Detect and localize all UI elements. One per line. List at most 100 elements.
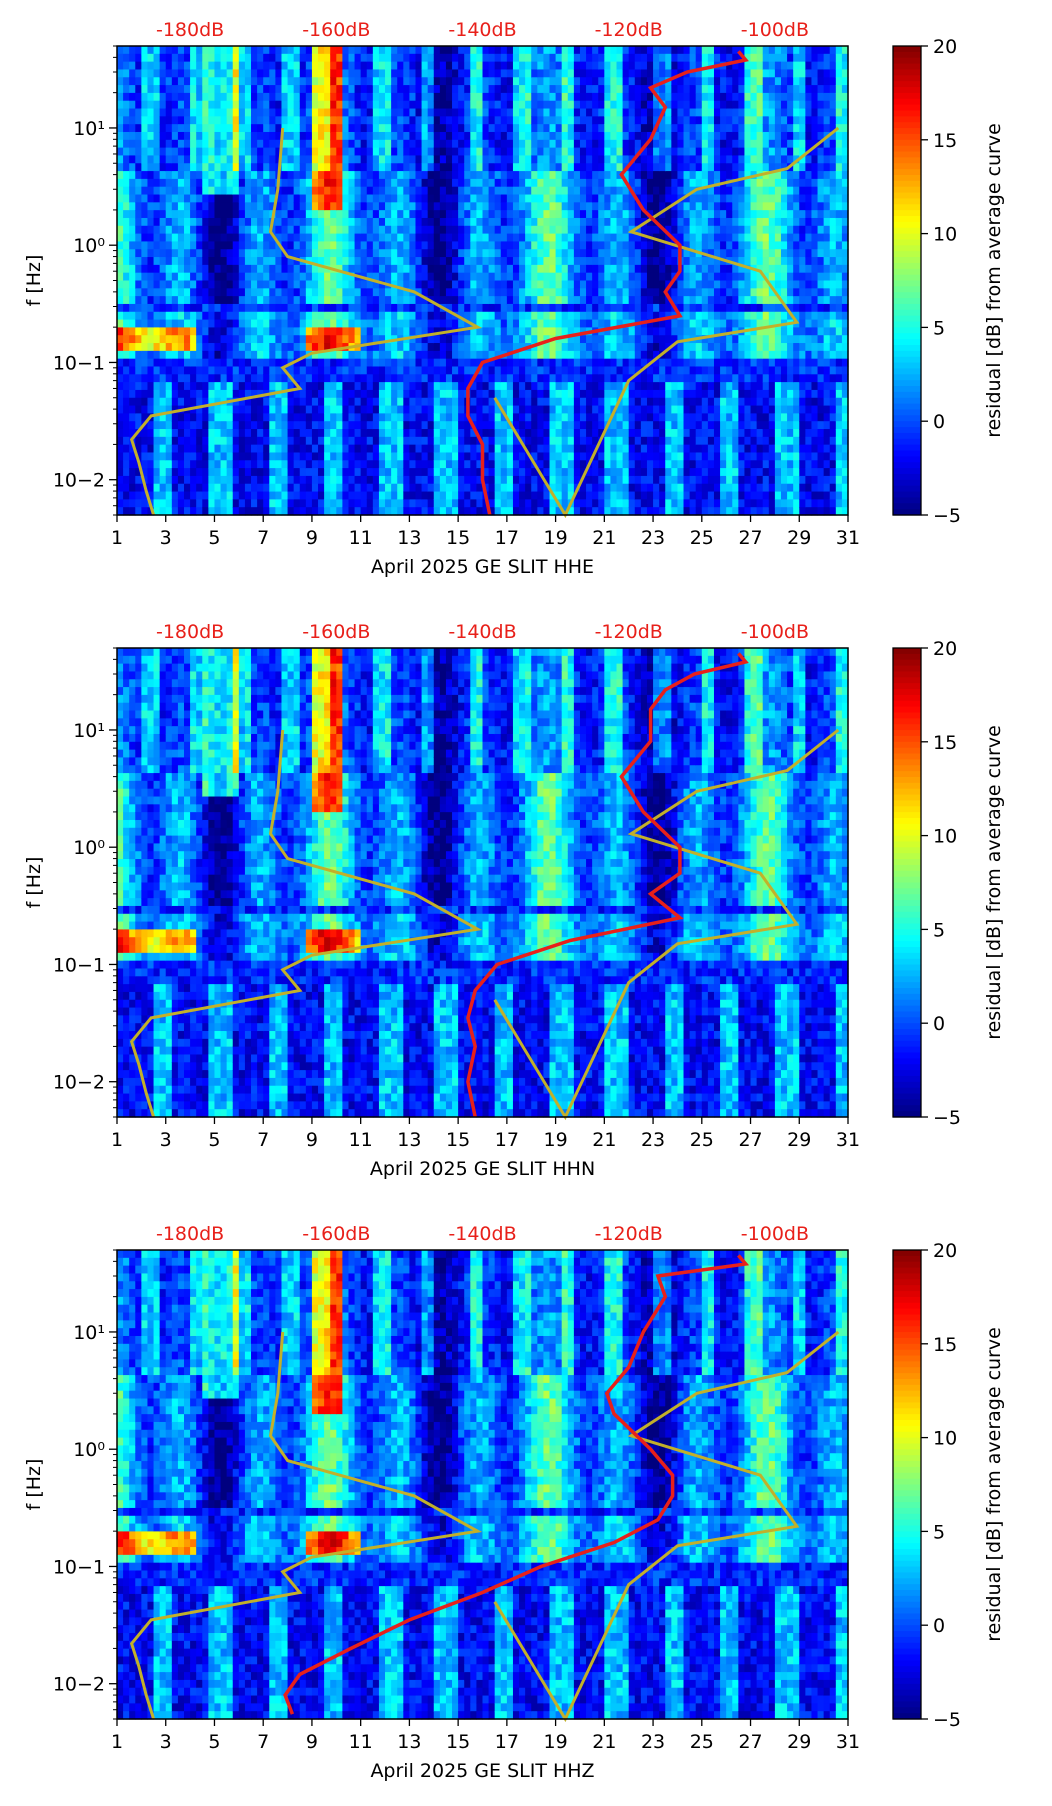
heatmap-cell [165, 350, 173, 360]
heatmap-cell [610, 483, 618, 493]
heatmap-cell [610, 397, 618, 407]
heatmap-cell [567, 397, 575, 407]
heatmap-cell [616, 436, 624, 446]
heatmap-cell [500, 147, 508, 157]
heatmap-cell [555, 264, 563, 274]
heatmap-cell [171, 343, 179, 352]
heatmap-cell [391, 452, 398, 461]
heatmap-cell [263, 69, 270, 78]
heatmap-cell [567, 444, 575, 454]
heatmap-cell [342, 69, 350, 78]
heatmap-cell [622, 124, 630, 133]
heatmap-cell [482, 374, 490, 383]
heatmap-cell [251, 108, 258, 117]
heatmap-cell [184, 327, 191, 336]
heatmap-cell [439, 296, 447, 305]
heatmap-cell [263, 288, 270, 297]
heatmap-cell [281, 483, 289, 493]
heatmap-cell [445, 100, 453, 110]
heatmap-cell [519, 389, 526, 399]
heatmap-cell [177, 217, 185, 227]
heatmap-cell [153, 69, 161, 78]
heatmap-cell [506, 436, 514, 446]
heatmap-cell [293, 171, 301, 180]
heatmap-cell [397, 53, 404, 63]
heatmap-cell [439, 225, 447, 235]
heatmap-cell [305, 131, 313, 141]
heatmap-cell [214, 296, 222, 305]
heatmap-cell [318, 303, 325, 313]
heatmap-cell [445, 155, 453, 164]
heatmap-cell [427, 335, 435, 344]
heatmap-cell [202, 507, 209, 516]
heatmap-cell [616, 116, 624, 125]
heatmap-cell [494, 350, 502, 360]
heatmap-cell [299, 405, 307, 414]
heatmap-cell [470, 186, 478, 196]
heatmap-cell [549, 257, 557, 266]
heatmap-cell [482, 233, 490, 243]
heatmap-cell [604, 108, 612, 117]
heatmap-cell [171, 108, 179, 117]
heatmap-cell [622, 85, 630, 94]
heatmap-cell [391, 374, 398, 383]
heatmap-cell [439, 85, 447, 94]
heatmap-cell [403, 202, 410, 211]
heatmap-cell [421, 303, 429, 313]
heatmap-cell [427, 382, 435, 391]
heatmap-cell [525, 178, 532, 188]
heatmap-cell [348, 358, 356, 368]
heatmap-cell [123, 139, 130, 149]
heatmap-cell [165, 171, 173, 180]
heatmap-cell [378, 429, 386, 438]
heatmap-cell [586, 483, 593, 493]
heatmap-cell [147, 374, 155, 383]
heatmap-cell [171, 350, 179, 360]
heatmap-cell [579, 405, 587, 414]
heatmap-cell [135, 225, 142, 235]
heatmap-cell [330, 311, 337, 321]
heatmap-cell [415, 77, 423, 86]
heatmap-cell [385, 429, 392, 438]
heatmap-cell [275, 100, 283, 110]
heatmap-cell [561, 452, 569, 461]
heatmap-cell [275, 69, 283, 78]
heatmap-cell [433, 217, 441, 227]
heatmap-cell [421, 257, 429, 266]
heatmap-cell [366, 358, 374, 368]
heatmap-cell [208, 491, 216, 500]
heatmap-cell [141, 272, 149, 282]
heatmap-cell [433, 405, 441, 414]
heatmap-cell [324, 124, 331, 133]
heatmap-cell [421, 249, 429, 258]
heatmap-cell [269, 233, 276, 243]
heatmap-cell [378, 163, 386, 172]
heatmap-cell [196, 475, 203, 485]
heatmap-cell [403, 429, 410, 438]
heatmap-cell [287, 171, 295, 180]
heatmap-cell [202, 225, 209, 235]
heatmap-cell [184, 100, 191, 110]
heatmap-cell [476, 210, 484, 219]
heatmap-cell [592, 429, 599, 438]
heatmap-cell [378, 374, 386, 383]
heatmap-cell [190, 319, 197, 328]
heatmap-cell [269, 53, 276, 63]
heatmap-cell [391, 46, 398, 55]
heatmap-cell [153, 311, 161, 321]
heatmap-cell [220, 139, 228, 149]
heatmap-cell [579, 139, 587, 149]
heatmap-cell [348, 311, 356, 321]
heatmap-cell [372, 483, 380, 493]
heatmap-cell [592, 335, 599, 344]
heatmap-cell [543, 108, 551, 117]
heatmap-cell [251, 429, 258, 438]
heatmap-cell [366, 272, 374, 282]
heatmap-cell [458, 69, 465, 78]
heatmap-cell [348, 163, 356, 172]
heatmap-cell [257, 100, 264, 110]
heatmap-cell [330, 468, 337, 477]
heatmap-cell [360, 358, 368, 368]
heatmap-cell [391, 327, 398, 336]
heatmap-cell [525, 296, 532, 305]
